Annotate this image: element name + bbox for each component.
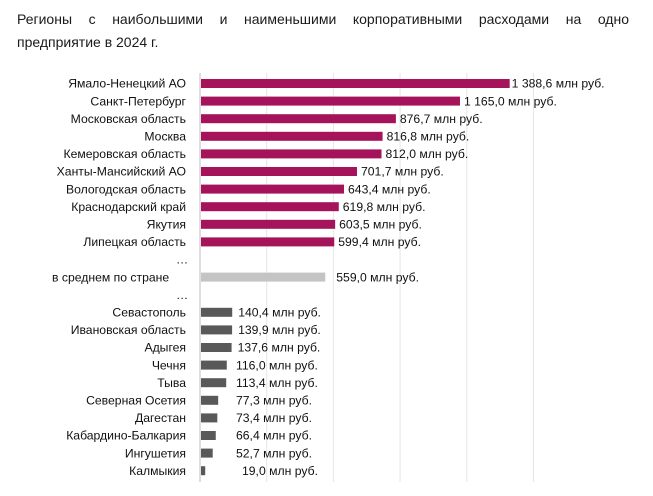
ellipsis-label: …	[176, 288, 188, 302]
value-label: 701,7 млн руб.	[361, 165, 444, 179]
category-label: Чечня	[152, 358, 186, 372]
value-label: 1 388,6 млн руб.	[512, 77, 605, 91]
chart-title-line-1: Регионы с наибольшими и наименьшими корп…	[17, 11, 629, 27]
chart-title-line-2: предприятие в 2024 г.	[17, 34, 159, 50]
category-label: Калмыкия	[129, 464, 186, 478]
bar	[201, 378, 227, 388]
bar	[201, 114, 396, 124]
value-label: 812,0 млн руб.	[386, 147, 469, 161]
bar	[201, 167, 357, 176]
value-label: 113,4 млн руб.	[236, 376, 318, 390]
category-label: Севастополь	[112, 306, 186, 320]
value-label: 816,8 млн руб.	[387, 130, 470, 144]
value-label: 876,7 млн руб.	[400, 112, 483, 126]
bar	[201, 466, 206, 476]
bar	[201, 202, 339, 212]
category-label: Липецкая область	[83, 235, 186, 249]
bar	[201, 325, 233, 335]
category-label: Кабардино-Балкария	[66, 429, 186, 443]
value-label: 116,0 млн руб.	[236, 358, 318, 372]
bar	[201, 431, 216, 440]
category-label: Якутия	[147, 218, 186, 232]
bar	[201, 149, 382, 159]
bars	[201, 79, 510, 476]
category-label: Вологодская область	[66, 182, 186, 196]
bar	[201, 131, 383, 141]
value-label: 52,7 млн руб.	[236, 446, 312, 460]
value-label: 643,4 млн руб.	[348, 182, 431, 196]
bar	[201, 307, 233, 317]
bar	[201, 413, 218, 423]
category-label: Ингушетия	[125, 446, 186, 460]
category-label: в среднем по стране	[52, 270, 169, 284]
value-label: 599,4 млн руб.	[338, 235, 421, 249]
value-label: 559,0 млн руб.	[336, 270, 419, 284]
category-label: Ивановская область	[71, 323, 186, 337]
bar	[201, 184, 345, 194]
bar	[201, 79, 510, 88]
ellipsis-label: …	[176, 253, 188, 267]
value-label: 66,4 млн руб.	[236, 429, 312, 443]
bar	[201, 360, 227, 370]
value-label: 603,5 млн руб.	[339, 218, 422, 232]
value-label: 619,8 млн руб.	[343, 200, 426, 214]
category-label: Тыва	[157, 376, 186, 390]
value-label: 19,0 млн руб.	[242, 464, 318, 478]
category-labels: Ямало-Ненецкий АО Санкт-Петербург Московск…	[52, 77, 188, 478]
bar	[201, 96, 460, 106]
value-label: 140,4 млн руб.	[238, 306, 321, 320]
category-label: Ямало-Ненецкий АО	[68, 77, 186, 91]
category-label: Северная Осетия	[86, 394, 186, 408]
category-label: Санкт-Петербург	[90, 94, 186, 108]
value-label: 1 165,0 млн руб.	[464, 94, 557, 108]
category-label: Московская область	[71, 112, 186, 126]
value-label: 77,3 млн руб.	[236, 394, 312, 408]
bar	[201, 395, 219, 405]
category-label: Краснодарский край	[71, 200, 186, 214]
category-label: Кемеровская область	[63, 147, 186, 161]
value-label: 139,9 млн руб.	[238, 323, 321, 337]
value-label: 73,4 млн руб.	[236, 411, 312, 425]
bar	[201, 448, 213, 458]
gridlines	[199, 73, 534, 482]
bar	[201, 219, 336, 229]
category-label: Ханты-Мансийский АО	[57, 165, 186, 179]
bar	[201, 237, 335, 247]
category-label: Дагестан	[135, 411, 186, 425]
value-label: 137,6 млн руб.	[238, 341, 321, 355]
value-labels: 1 388,6 млн руб. 1 165,0 млн руб. 876,7 мл…	[236, 77, 605, 478]
average-bar	[201, 272, 326, 282]
category-label: Москва	[144, 130, 186, 144]
bar	[201, 343, 232, 352]
category-label: Адыгея	[144, 341, 186, 355]
